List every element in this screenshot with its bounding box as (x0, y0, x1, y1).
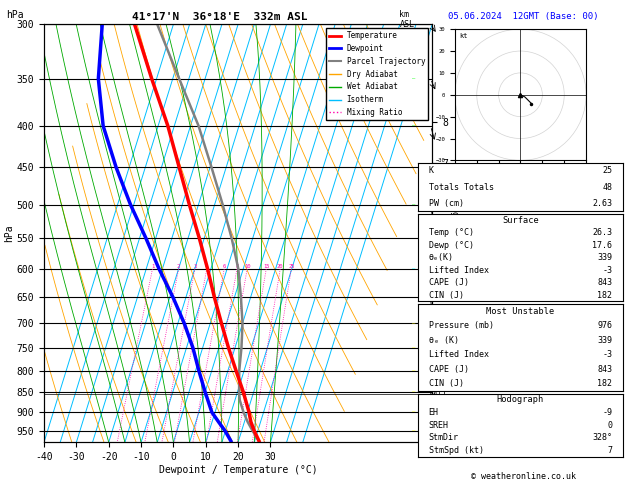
Text: Most Unstable: Most Unstable (486, 307, 555, 315)
Text: θₑ (K): θₑ (K) (428, 336, 459, 345)
Text: 8: 8 (235, 264, 238, 269)
Y-axis label: hPa: hPa (4, 225, 14, 242)
Text: 41°17'N  36°18'E  332m ASL: 41°17'N 36°18'E 332m ASL (132, 12, 308, 22)
Text: 182: 182 (598, 291, 613, 299)
Text: 843: 843 (598, 365, 613, 374)
Text: 20: 20 (277, 264, 284, 269)
Text: 6: 6 (223, 264, 226, 269)
Text: StmDir: StmDir (428, 434, 459, 442)
Text: —: — (412, 266, 415, 272)
Text: © weatheronline.co.uk: © weatheronline.co.uk (471, 472, 576, 481)
Text: 15: 15 (263, 264, 269, 269)
Text: Lifted Index: Lifted Index (428, 265, 489, 275)
Text: CIN (J): CIN (J) (428, 380, 464, 388)
Text: —: — (412, 202, 415, 207)
Text: Hodograph: Hodograph (497, 396, 544, 404)
Text: 17.6: 17.6 (593, 241, 613, 250)
Text: Totals Totals: Totals Totals (428, 183, 494, 191)
Text: 328°: 328° (593, 434, 613, 442)
Text: -9: -9 (603, 408, 613, 417)
Text: 0: 0 (608, 421, 613, 430)
Text: StmSpd (kt): StmSpd (kt) (428, 446, 484, 455)
X-axis label: Dewpoint / Temperature (°C): Dewpoint / Temperature (°C) (159, 465, 318, 475)
Text: —: — (412, 429, 415, 434)
Text: 1: 1 (151, 264, 154, 269)
Text: 2: 2 (177, 264, 181, 269)
Text: km
ASL: km ASL (399, 10, 415, 29)
Text: Lifted Index: Lifted Index (428, 350, 489, 359)
Text: 26.3: 26.3 (593, 228, 613, 237)
Text: θₑ(K): θₑ(K) (428, 253, 454, 262)
Text: —: — (412, 368, 415, 373)
Text: 843: 843 (598, 278, 613, 287)
Text: 05.06.2024  12GMT (Base: 00): 05.06.2024 12GMT (Base: 00) (448, 12, 599, 21)
Text: Surface: Surface (502, 216, 539, 225)
Text: 7: 7 (608, 446, 613, 455)
Text: 25: 25 (603, 166, 613, 175)
Text: —: — (412, 410, 415, 415)
Text: PW (cm): PW (cm) (428, 199, 464, 208)
Text: SREH: SREH (428, 421, 448, 430)
Text: —: — (412, 123, 415, 128)
Text: 339: 339 (598, 336, 613, 345)
Y-axis label: Mixing Ratio (g/kg): Mixing Ratio (g/kg) (450, 186, 459, 281)
Text: 3: 3 (193, 264, 196, 269)
Text: LCL: LCL (434, 390, 448, 399)
Text: —: — (412, 76, 415, 81)
Text: 976: 976 (598, 321, 613, 330)
Text: 48: 48 (603, 183, 613, 191)
Text: 339: 339 (598, 253, 613, 262)
Text: —: — (412, 389, 415, 395)
Text: EH: EH (428, 408, 438, 417)
Text: 25: 25 (288, 264, 294, 269)
Text: 4: 4 (205, 264, 208, 269)
Text: Pressure (mb): Pressure (mb) (428, 321, 494, 330)
Text: kt: kt (459, 33, 468, 39)
Text: Temp (°C): Temp (°C) (428, 228, 474, 237)
Text: 10: 10 (244, 264, 250, 269)
Text: 2.63: 2.63 (593, 199, 613, 208)
Text: hPa: hPa (6, 10, 24, 20)
Text: CAPE (J): CAPE (J) (428, 365, 469, 374)
Text: 182: 182 (598, 380, 613, 388)
Text: Dewp (°C): Dewp (°C) (428, 241, 474, 250)
Text: CAPE (J): CAPE (J) (428, 278, 469, 287)
Text: CIN (J): CIN (J) (428, 291, 464, 299)
Text: K: K (428, 166, 433, 175)
Text: —: — (412, 321, 415, 326)
Text: -3: -3 (603, 350, 613, 359)
Legend: Temperature, Dewpoint, Parcel Trajectory, Dry Adiabat, Wet Adiabat, Isotherm, Mi: Temperature, Dewpoint, Parcel Trajectory… (326, 28, 428, 120)
Text: —: — (412, 346, 415, 350)
Text: -3: -3 (603, 265, 613, 275)
